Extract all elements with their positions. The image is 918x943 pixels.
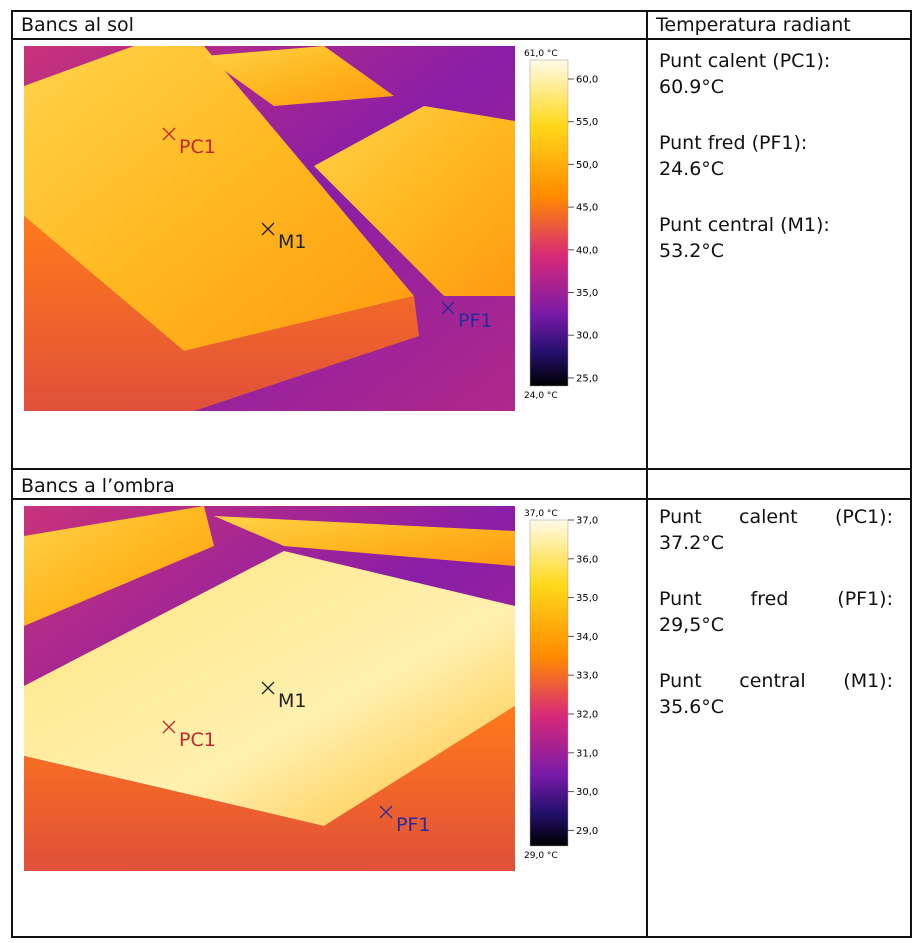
photo-region [24,46,414,351]
scale-max: 61,0 °C [524,49,558,59]
reading-value: 35.6°C [659,696,725,718]
readings: Punt calent (PC1): 37.2°C Punt fred (PF1):… [659,504,893,750]
heading: Bancs a l’ombra [21,475,175,497]
scale-tick-label: 33,0 [576,671,598,682]
scale-tick-label: 34,0 [576,632,598,643]
scale-tick-label: 55,0 [576,117,598,128]
scale-tick-label: 37,0 [576,516,598,527]
reading-label: Punt fred (PF1): [659,132,808,154]
reading-label: Punt central (M1): [659,670,893,692]
thermal-image: PC1 M1 PF1 37,0 °C 29,0 °C 37,0 36,0 35,0 34,0 33… [24,506,598,871]
scale-min: 24,0 °C [524,391,558,401]
color-scale [529,519,569,847]
marker-label: M1 [278,690,306,712]
photo-region [314,106,515,296]
color-scale [529,59,569,387]
scale-tick-label: 31,0 [576,748,598,759]
reading-value: 24.6°C [659,158,725,180]
reading-label: Punt calent (PC1): [659,50,831,72]
marker-label: PF1 [396,814,430,836]
readings: Punt calent (PC1): 60.9°C Punt fred (PF1):… [659,48,893,294]
marker-label: M1 [278,231,306,253]
marker-label: PC1 [179,729,216,751]
photo-region [24,506,214,626]
marker-cross [441,301,455,315]
reading: Punt central (M1): 53.2°C [659,212,893,264]
scale-tick-label: 30,0 [576,787,598,798]
reading-label: Punt calent (PC1): [659,506,893,528]
heading-cell: Temperatura radiant [646,10,912,40]
scale-max: 37,0 °C [524,509,558,519]
scale-tick-label: 29,0 [576,826,598,837]
heading-cell: Bancs a l’ombra [11,468,648,500]
scale-tick-label: 30,0 [576,331,598,342]
marker-cross [162,127,176,141]
scale-tick-label: 60,0 [576,75,598,86]
marker-cross [379,805,393,819]
image-cell: PC1 M1 PF1 37,0 °C 29,0 °C 37,0 36,0 35,0 34,0 33… [11,498,648,938]
reading-value: 29,5°C [659,614,725,636]
reading-value: 53.2°C [659,240,725,262]
thermal-image: PC1 M1 PF1 61,0 °C 24,0 °C 60,0 55,0 50,0 45,0 40… [24,46,598,411]
photo-region [214,516,515,566]
scale-tick-label: 50,0 [576,160,598,171]
photo-region [24,706,515,871]
heading: Temperatura radiant [656,14,851,36]
photo-region [24,216,419,411]
scale-tick-label: 35,0 [576,593,598,604]
reading-value: 60.9°C [659,76,725,98]
scale-tick-label: 40,0 [576,245,598,256]
scale-tick-label: 25,0 [576,373,598,384]
reading: Punt calent (PC1): 37.2°C [659,504,893,556]
marker-label: PC1 [179,136,216,158]
image-cell: PC1 M1 PF1 61,0 °C 24,0 °C 60,0 55,0 50,0 45,0 40… [11,38,648,470]
reading-value: 37.2°C [659,532,725,554]
photo [24,506,515,871]
photo-region [204,46,394,106]
reading: Punt fred (PF1): 24.6°C [659,130,893,182]
marker-cross [261,222,275,236]
reading: Punt central (M1): 35.6°C [659,668,893,720]
reading-label: Punt fred (PF1): [659,588,893,610]
heading-cell: Bancs al sol [11,10,648,40]
empty-cell [646,468,912,500]
photo-region [24,551,515,826]
marker-label: PF1 [458,310,492,332]
scale-tick-label: 35,0 [576,288,598,299]
reading-label: Punt central (M1): [659,214,830,236]
scale-tick-label: 36,0 [576,554,598,565]
photo [24,46,515,411]
scale-tick-label: 32,0 [576,710,598,721]
readings-cell: Punt calent (PC1): 60.9°C Punt fred (PF1):… [646,38,912,470]
marker-cross [261,681,275,695]
scale-min: 29,0 °C [524,851,558,861]
heading: Bancs al sol [21,14,134,36]
reading: Punt fred (PF1): 29,5°C [659,586,893,638]
scale-tick-label: 45,0 [576,203,598,214]
reading: Punt calent (PC1): 60.9°C [659,48,893,100]
marker-cross [162,720,176,734]
readings-cell: Punt calent (PC1): 37.2°C Punt fred (PF1):… [646,498,912,938]
